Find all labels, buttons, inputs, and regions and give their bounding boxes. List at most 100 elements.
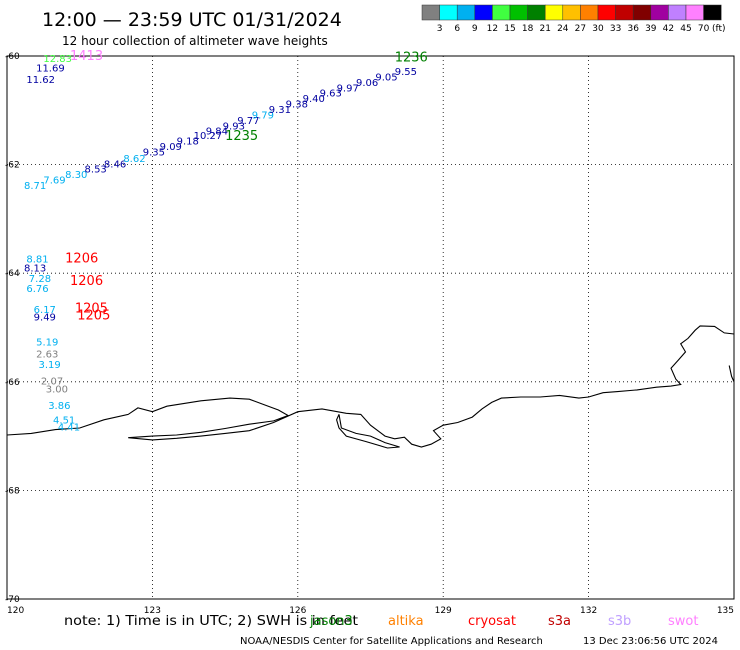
color-legend: 3 6 9 12 15 18 21 24 27 30 33 36 39 42 45 70: [421, 4, 722, 34]
legend-label: 15: [504, 24, 515, 34]
chart-subtitle: 12 hour collection of altimeter wave hei…: [62, 34, 328, 48]
wave-height-label: 9.79: [252, 110, 274, 121]
satellite-cryosat: cryosat: [468, 614, 516, 629]
satellite-s3a: s3a: [548, 614, 571, 629]
wave-height-label: 10.27: [194, 131, 223, 142]
wave-height-label: 8.46: [104, 159, 126, 170]
satellite-jason3: jason3: [309, 614, 353, 629]
legend-unit-label: (ft): [712, 24, 726, 34]
wave-height-label: 8.81: [26, 254, 48, 265]
legend-label: 18: [522, 24, 534, 34]
legend-label: 9: [472, 24, 478, 34]
legend-swatch: [597, 4, 616, 21]
pass-id-label: 1205: [75, 301, 108, 316]
wave-height-label: 3.86: [48, 401, 70, 412]
x-tick-label: 120: [7, 606, 24, 616]
wave-height-label: 9.05: [375, 72, 397, 83]
timestamp-text: 13 Dec 23:06:56 UTC 2024: [583, 636, 718, 647]
wave-height-label: 6.17: [34, 305, 56, 316]
note-text: note: 1) Time is in UTC; 2) SWH is in fe…: [64, 614, 358, 629]
legend-swatch: [703, 4, 722, 21]
satellite-s3b: s3b: [608, 614, 631, 629]
pass-id-label: 1205: [77, 308, 110, 323]
legend-swatch: [439, 4, 458, 21]
x-tick-label: 123: [144, 606, 161, 616]
wave-height-label: 9.38: [286, 100, 308, 111]
legend-swatch: [650, 4, 669, 21]
y-tick-label: -70: [5, 595, 20, 605]
coastline-path: [6, 325, 735, 448]
credit-text: NOAA/NESDIS Center for Satellite Applica…: [240, 636, 543, 647]
legend-label: 33: [610, 24, 621, 34]
legend-label: 6: [454, 24, 460, 34]
wave-height-label: 6.76: [26, 284, 48, 295]
pass-id-label: 1206: [65, 251, 98, 266]
legend-swatch: [580, 4, 599, 21]
legend-swatch: [474, 4, 493, 21]
legend-label: 45: [680, 24, 691, 34]
legend-swatch: [615, 4, 634, 21]
legend-swatch: [527, 4, 546, 21]
y-tick-label: -68: [5, 486, 20, 496]
wave-height-label: 3.00: [46, 385, 68, 396]
plot-border: [6, 55, 735, 600]
wave-height-label: 12.83: [43, 54, 72, 65]
wave-height-label: 9.49: [34, 312, 56, 323]
wave-height-label: 2.07: [41, 377, 63, 388]
wave-height-label: 9.55: [395, 67, 417, 78]
wave-height-label: 9.06: [356, 78, 378, 89]
wave-height-label: 9.84: [206, 127, 228, 138]
wave-height-label: 9.63: [320, 89, 342, 100]
y-tick-label: -60: [5, 52, 20, 62]
coastline-path: [728, 365, 735, 383]
plot-area: [6, 55, 735, 600]
legend-label: 12: [487, 24, 498, 34]
wave-height-label: 9.35: [143, 147, 165, 158]
chart-title: 12:00 — 23:59 UTC 01/31/2024: [42, 9, 342, 31]
legend-swatch: [456, 4, 476, 21]
x-tick-label: 129: [435, 606, 452, 616]
legend-swatch: [632, 4, 652, 21]
legend-label: 3: [437, 24, 443, 34]
wave-height-label: 4.51: [53, 416, 75, 427]
legend-swatch: [544, 4, 564, 21]
legend-label: 21: [539, 24, 550, 34]
wave-height-label: 5.19: [36, 337, 58, 348]
pass-id-label: 1236: [395, 50, 428, 65]
y-tick-label: -66: [5, 378, 20, 388]
wave-height-label: 8.13: [24, 264, 46, 275]
satellite-altika: altika: [388, 614, 424, 629]
legend-swatch: [421, 4, 440, 21]
x-tick-label: 126: [289, 606, 306, 616]
wave-height-label: 9.18: [177, 137, 199, 148]
wave-height-label: 9.31: [269, 105, 291, 116]
wave-height-label: 9.77: [237, 116, 259, 127]
y-tick-label: -62: [5, 161, 20, 171]
legend-swatch: [562, 4, 581, 21]
legend-swatch: [492, 4, 511, 21]
wave-height-label: 11.69: [36, 64, 65, 75]
x-tick-label: 132: [580, 606, 597, 616]
coastline: [6, 325, 735, 449]
wave-height-label: 3.19: [39, 360, 61, 371]
wave-height-label: 2.63: [36, 349, 58, 360]
legend-label: 36: [627, 24, 639, 34]
legend-swatch: [685, 4, 704, 21]
legend-swatch: [509, 4, 528, 21]
wave-height-label: 9.09: [160, 142, 182, 153]
legend-label: 24: [557, 24, 569, 34]
wave-height-label: 4.41: [58, 423, 80, 434]
wave-height-label: 7.28: [29, 274, 51, 285]
wave-height-label: 7.69: [43, 176, 65, 187]
satellite-swot: swot: [668, 614, 698, 629]
wave-height-label: 11.62: [26, 75, 55, 86]
legend-label: 70: [698, 24, 710, 34]
wave-height-label: 9.40: [303, 94, 325, 105]
pass-id-label: 1235: [225, 129, 258, 144]
legend-label: 30: [592, 24, 604, 34]
legend-label: 39: [645, 24, 657, 34]
pass-id-label: 1413: [70, 49, 103, 64]
